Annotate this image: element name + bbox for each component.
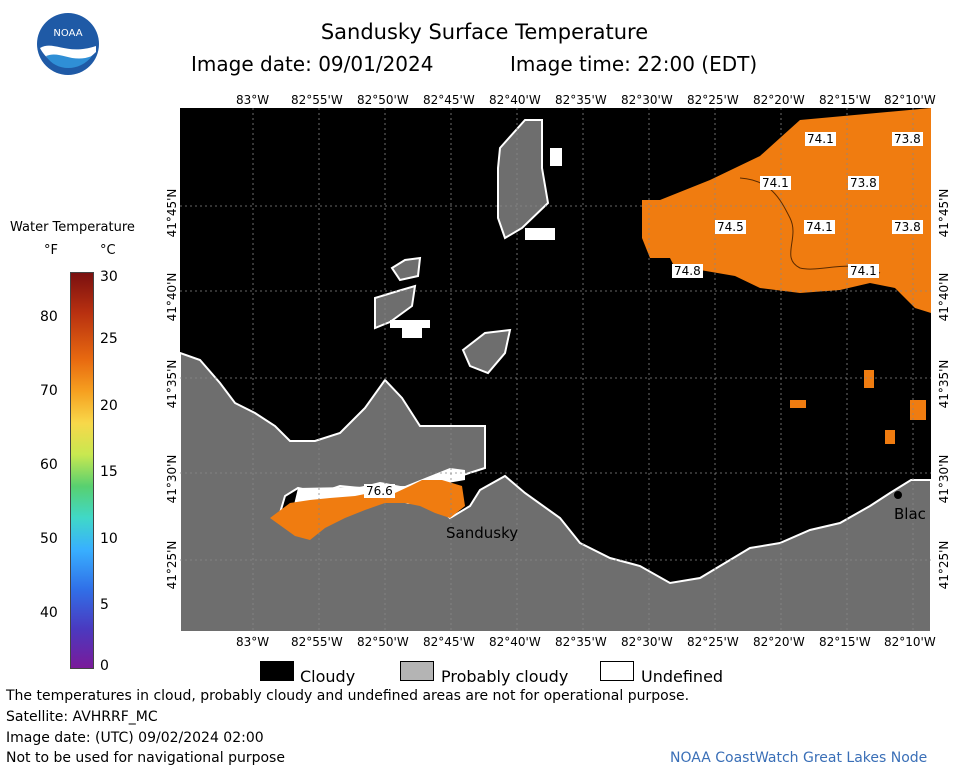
lon-label-bottom: 82°25'W (687, 635, 739, 649)
undefined-area (550, 148, 562, 166)
island (374, 284, 417, 330)
temperature-label: 73.8 (848, 176, 879, 190)
lat-label-left: 41°25'N (165, 540, 179, 590)
undefined-area (390, 320, 430, 328)
lon-label-top: 82°55'W (291, 93, 343, 107)
lon-label-bottom: 82°35'W (555, 635, 607, 649)
noaa-logo: NOAA (36, 12, 100, 76)
lon-label-top: 82°10'W (884, 93, 936, 107)
colorbar-f-tick: 40 (40, 605, 58, 621)
colorbar-c-tick: 30 (100, 269, 118, 285)
legend-probably-cloudy-label: Probably cloudy (441, 667, 569, 686)
temperature-map: 74.1 73.8 74.1 73.8 74.5 74.1 73.8 74.8 … (179, 108, 932, 633)
lon-label-top: 82°20'W (753, 93, 805, 107)
colorbar-c-tick: 0 (100, 658, 109, 674)
legend-probably-cloudy-swatch (400, 661, 434, 681)
temperature-label: 76.6 (364, 484, 395, 498)
warm-water-spot (864, 370, 874, 388)
island (390, 256, 422, 282)
legend-undefined-swatch (600, 661, 634, 681)
colorbar-unit-c: °C (100, 243, 116, 258)
colorbar-c-tick: 10 (100, 531, 118, 547)
temperature-label: 74.1 (848, 264, 879, 278)
image-time: Image time: 22:00 (EDT) (510, 52, 758, 76)
lon-label-top: 82°40'W (489, 93, 541, 107)
footer-credit: NOAA CoastWatch Great Lakes Node (670, 750, 928, 766)
lat-label-left: 41°35'N (165, 359, 179, 409)
lon-label-bottom: 82°50'W (357, 635, 409, 649)
colorbar-c-tick: 25 (100, 331, 118, 347)
legend-undefined-label: Undefined (641, 667, 724, 686)
colorbar-c-tick: 15 (100, 464, 118, 480)
colorbar-unit-f: °F (44, 243, 58, 258)
place-label-blac: Blac (894, 505, 926, 523)
lat-label-right: 41°30'N (937, 454, 951, 504)
undefined-area (525, 228, 555, 240)
footer-note: The temperatures in cloud, probably clou… (6, 688, 690, 704)
island (497, 119, 550, 240)
warm-water-spot (790, 400, 806, 408)
colorbar-f-tick: 50 (40, 531, 58, 547)
warm-water-spot (885, 430, 895, 444)
graticule (180, 108, 931, 632)
colorbar-c-tick: 5 (100, 597, 109, 613)
contour-line (739, 177, 881, 274)
temperature-label: 73.8 (892, 220, 923, 234)
temperature-label: 73.8 (892, 132, 923, 146)
lon-label-bottom: 82°40'W (489, 635, 541, 649)
lon-label-bottom: 82°45'W (423, 635, 475, 649)
temperature-label: 74.1 (804, 220, 835, 234)
lon-label-bottom: 82°30'W (621, 635, 673, 649)
lon-label-top: 82°25'W (687, 93, 739, 107)
city-marker (894, 491, 902, 499)
colorbar-f-tick: 80 (40, 309, 58, 325)
legend-cloudy-label: Cloudy (300, 667, 356, 686)
lon-label-bottom: 83°W (236, 635, 270, 649)
lon-label-bottom: 82°20'W (753, 635, 805, 649)
temperature-label: 74.1 (760, 176, 791, 190)
lon-label-top: 82°35'W (555, 93, 607, 107)
lon-label-top: 82°15'W (819, 93, 871, 107)
lat-label-right: 41°45'N (937, 188, 951, 238)
undefined-area (402, 328, 422, 338)
colorbar-title: Water Temperature (10, 220, 135, 235)
lat-label-left: 41°45'N (165, 188, 179, 238)
lat-label-right: 41°25'N (937, 540, 951, 590)
lon-label-top: 82°50'W (357, 93, 409, 107)
temperature-label: 74.1 (805, 132, 836, 146)
temperature-label: 74.8 (672, 264, 703, 278)
warm-water-spot (910, 400, 926, 420)
lon-label-top: 83°W (236, 93, 270, 107)
island (461, 328, 512, 375)
lat-label-left: 41°30'N (165, 454, 179, 504)
footer-satellite: Satellite: AVHRRF_MC (6, 709, 158, 725)
colorbar-f-tick: 70 (40, 383, 58, 399)
image-date: Image date: 09/01/2024 (191, 52, 434, 76)
colorbar-c-tick: 20 (100, 398, 118, 414)
place-label-sandusky: Sandusky (446, 524, 519, 542)
legend-cloudy-swatch (260, 661, 294, 681)
lon-label-top: 82°30'W (621, 93, 673, 107)
lat-label-right: 41°40'N (937, 272, 951, 322)
lat-label-right: 41°35'N (937, 359, 951, 409)
lon-label-top: 82°45'W (423, 93, 475, 107)
lon-label-bottom: 82°10'W (884, 635, 936, 649)
footer-nav-warning: Not to be used for navigational purpose (6, 750, 285, 766)
footer-utc-date: Image date: (UTC) 09/02/2024 02:00 (6, 730, 264, 746)
lon-label-bottom: 82°55'W (291, 635, 343, 649)
lon-label-bottom: 82°15'W (819, 635, 871, 649)
colorbar (70, 272, 94, 669)
temperature-label: 74.5 (715, 220, 746, 234)
lat-label-left: 41°40'N (165, 272, 179, 322)
noaa-logo-text: NOAA (53, 28, 82, 39)
colorbar-f-tick: 60 (40, 457, 58, 473)
map-title: Sandusky Surface Temperature (320, 20, 649, 44)
